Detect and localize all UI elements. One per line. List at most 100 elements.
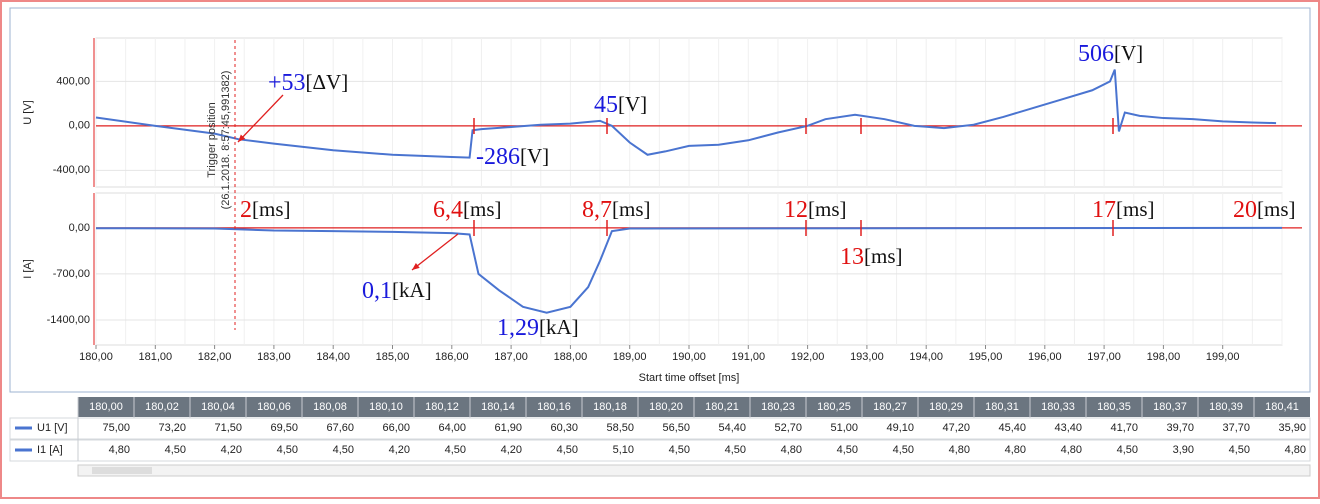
y-tick-label: -700,00 bbox=[53, 268, 90, 280]
cell: 43,40 bbox=[1054, 422, 1082, 434]
cell: 4,80 bbox=[949, 444, 970, 456]
header-cell: 180,00 bbox=[89, 401, 123, 413]
x-tick-label: 185,00 bbox=[376, 351, 410, 363]
cell: 51,00 bbox=[830, 422, 858, 434]
annotation-unit: [ms] bbox=[1116, 197, 1155, 221]
trigger-label: Trigger position bbox=[206, 102, 218, 177]
cell: 73,20 bbox=[158, 422, 186, 434]
annotation: 8,7[ms] bbox=[582, 197, 651, 223]
y-axis-label: U [V] bbox=[22, 100, 34, 124]
header-cell: 180,27 bbox=[873, 401, 907, 413]
x-tick-label: 181,00 bbox=[138, 351, 172, 363]
cell: 47,20 bbox=[942, 422, 970, 434]
cell: 4,80 bbox=[1005, 444, 1026, 456]
annotation-unit: [V] bbox=[520, 144, 549, 168]
annotation: 17[ms] bbox=[1092, 197, 1155, 223]
header-cell: 180,41 bbox=[1265, 401, 1299, 413]
cell: 5,10 bbox=[613, 444, 634, 456]
annotation: 13[ms] bbox=[840, 244, 903, 270]
annotation: 2[ms] bbox=[240, 197, 291, 223]
header-cell: 180,16 bbox=[537, 401, 571, 413]
annotation-number: 0,1 bbox=[362, 278, 392, 304]
annotation-unit: [ms] bbox=[808, 197, 847, 221]
header-cell: 180,02 bbox=[145, 401, 179, 413]
x-axis-label: Start time offset [ms] bbox=[639, 372, 740, 384]
cell: 61,90 bbox=[494, 422, 522, 434]
header-cell: 180,20 bbox=[649, 401, 683, 413]
cell: 49,10 bbox=[886, 422, 914, 434]
cell: 71,50 bbox=[214, 422, 242, 434]
cell: 4,50 bbox=[1229, 444, 1250, 456]
annotation: 45[V] bbox=[594, 92, 647, 118]
annotation-number: 2 bbox=[240, 197, 252, 223]
y-tick-label: 0,00 bbox=[69, 120, 90, 132]
cell: 64,00 bbox=[438, 422, 466, 434]
cell: 4,80 bbox=[1285, 444, 1306, 456]
cell: 37,70 bbox=[1222, 422, 1250, 434]
annotation-number: 1,29 bbox=[497, 315, 539, 341]
annotation-number: 20 bbox=[1233, 197, 1257, 223]
header-cell: 180,33 bbox=[1041, 401, 1075, 413]
header-cell: 180,23 bbox=[761, 401, 795, 413]
row-name: U1 [V] bbox=[37, 422, 68, 434]
cell: 4,50 bbox=[837, 444, 858, 456]
cell: 4,50 bbox=[725, 444, 746, 456]
scroll-thumb[interactable] bbox=[92, 467, 152, 474]
annotation-number: 506 bbox=[1078, 41, 1114, 67]
cell: 39,70 bbox=[1166, 422, 1194, 434]
cell: 60,30 bbox=[550, 422, 578, 434]
x-tick-label: 195,00 bbox=[969, 351, 1003, 363]
cell: 45,40 bbox=[998, 422, 1026, 434]
annotation-unit: [ms] bbox=[612, 197, 651, 221]
cell: 35,90 bbox=[1278, 422, 1306, 434]
annotation: 20[ms] bbox=[1233, 197, 1296, 223]
y-tick-label: -1400,00 bbox=[47, 314, 90, 326]
annotation-number: +53 bbox=[268, 70, 306, 96]
annotation-unit: [V] bbox=[1114, 41, 1143, 65]
annotation-number: 17 bbox=[1092, 197, 1116, 223]
cell: 4,50 bbox=[669, 444, 690, 456]
cell: 52,70 bbox=[774, 422, 802, 434]
annotation-number: 6,4 bbox=[433, 197, 463, 223]
header-cell: 180,10 bbox=[369, 401, 403, 413]
x-tick-label: 199,00 bbox=[1206, 351, 1240, 363]
cell: 54,40 bbox=[718, 422, 746, 434]
x-tick-label: 194,00 bbox=[909, 351, 943, 363]
x-tick-label: 193,00 bbox=[850, 351, 884, 363]
cell: 4,50 bbox=[277, 444, 298, 456]
header-cell: 180,29 bbox=[929, 401, 963, 413]
annotation: 6,4[ms] bbox=[433, 197, 502, 223]
cell: 67,60 bbox=[326, 422, 354, 434]
data-line bbox=[95, 226, 1283, 314]
annotation: 0,1[kA] bbox=[362, 278, 432, 304]
x-tick-label: 197,00 bbox=[1087, 351, 1121, 363]
row-name: I1 [A] bbox=[37, 444, 63, 456]
x-tick-label: 189,00 bbox=[613, 351, 647, 363]
scrollbar[interactable] bbox=[77, 464, 1311, 477]
header-cell: 180,35 bbox=[1097, 401, 1131, 413]
header-cell: 180,37 bbox=[1153, 401, 1187, 413]
cell: 4,80 bbox=[1061, 444, 1082, 456]
annotation-unit: [ms] bbox=[1257, 197, 1296, 221]
header-cell: 180,25 bbox=[817, 401, 851, 413]
annotation-unit: [ΔV] bbox=[306, 70, 349, 94]
y-tick-label: 0,00 bbox=[69, 222, 90, 234]
trigger-label: (26.1.2018. 8:57:45,991382) bbox=[220, 71, 232, 210]
cell: 3,90 bbox=[1173, 444, 1194, 456]
y-tick-label: -400,00 bbox=[53, 164, 90, 176]
header-cell: 180,08 bbox=[313, 401, 347, 413]
cell: 4,20 bbox=[501, 444, 522, 456]
annotation-unit: [kA] bbox=[392, 278, 432, 302]
data-line bbox=[95, 69, 1277, 159]
cell: 75,00 bbox=[102, 422, 130, 434]
cell: 56,50 bbox=[662, 422, 690, 434]
x-tick-label: 186,00 bbox=[435, 351, 469, 363]
x-tick-label: 182,00 bbox=[198, 351, 232, 363]
cell: 4,20 bbox=[389, 444, 410, 456]
annotation: +53[ΔV] bbox=[268, 70, 348, 96]
x-tick-label: 180,00 bbox=[79, 351, 113, 363]
arrow-head bbox=[412, 263, 420, 270]
x-tick-label: 192,00 bbox=[791, 351, 825, 363]
annotation-unit: [ms] bbox=[252, 197, 291, 221]
annotation-number: 13 bbox=[840, 244, 864, 270]
